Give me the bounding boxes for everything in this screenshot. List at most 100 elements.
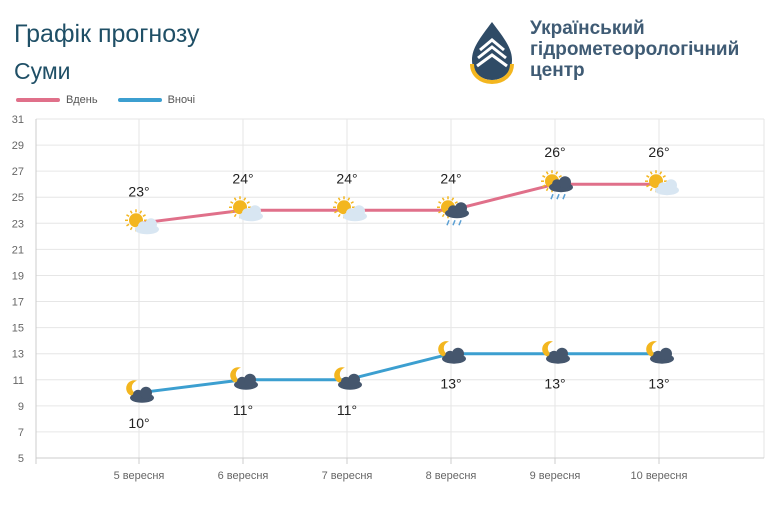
sun-ray — [545, 171, 549, 175]
sun-ray — [646, 175, 650, 178]
city-name: Суми — [14, 58, 71, 84]
cloud-puff — [140, 386, 152, 399]
moon-cloud-icon — [334, 367, 362, 390]
data-label: 26° — [648, 144, 669, 160]
sun-ray — [441, 213, 445, 218]
sun-ray — [350, 201, 354, 204]
sun-ray — [246, 201, 250, 204]
sun-ray — [347, 197, 351, 201]
sun-ray — [649, 187, 653, 192]
sun-ray — [337, 197, 341, 201]
y-tick-label: 31 — [12, 114, 24, 126]
y-tick-label: 7 — [18, 427, 24, 439]
moon-crescent — [542, 341, 556, 358]
legend-swatch-night — [117, 98, 162, 102]
sun-ray — [337, 213, 341, 218]
data-label: 11° — [337, 402, 357, 418]
sun-ray — [438, 201, 442, 204]
y-tick-label: 15 — [12, 323, 24, 335]
moon-crescent — [126, 380, 140, 397]
cloud-puff — [556, 347, 568, 360]
data-label: 11° — [233, 402, 253, 418]
sun-ray — [129, 226, 133, 231]
x-tick-label: 10 вересня — [631, 470, 688, 482]
data-label: 13° — [440, 376, 461, 392]
sun-ray — [451, 197, 455, 201]
sun-ray — [662, 175, 666, 178]
sun-ray — [649, 171, 653, 175]
sun-ray — [243, 197, 247, 201]
sun-ray — [334, 210, 338, 214]
cloud-puff — [559, 176, 571, 189]
sun-ray — [454, 201, 458, 204]
data-label: 24° — [336, 170, 357, 186]
y-tick-label: 5 — [18, 453, 24, 465]
y-tick-label: 11 — [13, 375, 24, 387]
sun-ray — [542, 184, 546, 188]
x-tick-label: 6 вересня — [218, 470, 269, 482]
moon-crescent — [646, 341, 660, 358]
hydromet-logo-icon — [470, 22, 514, 84]
org-line: Український — [530, 18, 645, 39]
rain-drop — [562, 193, 566, 200]
sun-ray — [230, 210, 234, 214]
sun-ray — [558, 175, 562, 178]
org-line: центр — [530, 60, 585, 81]
cloud-puff — [145, 218, 157, 231]
x-tick-label: 5 вересня — [114, 470, 165, 482]
legend-item-night[interactable]: Вночі — [117, 94, 195, 106]
data-label: 13° — [648, 376, 669, 392]
sun-ray — [233, 213, 237, 218]
moon-cloud-icon — [646, 341, 674, 364]
sun-ray — [438, 210, 442, 214]
series-line-day — [138, 182, 659, 225]
x-tick-label: 8 вересня — [426, 470, 477, 482]
y-tick-label: 9 — [18, 401, 24, 413]
data-label: 10° — [128, 415, 149, 431]
y-tick-label: 21 — [12, 244, 24, 256]
sun-rain-icon — [541, 170, 573, 200]
cloud-puff — [244, 373, 256, 386]
y-tick-label: 13 — [12, 349, 24, 361]
sun-cloud-icon — [333, 196, 367, 222]
cloud-puff — [249, 205, 261, 218]
data-label: 24° — [232, 170, 253, 186]
sun-ray — [233, 197, 237, 201]
sun-ray — [646, 184, 650, 188]
y-tick-label: 23 — [12, 218, 24, 230]
sun-cloud-icon — [645, 170, 679, 196]
sun-rain-icon — [437, 196, 469, 226]
sun-ray — [230, 201, 234, 204]
x-tick-label: 7 вересня — [322, 470, 373, 482]
moon-crescent — [230, 367, 244, 384]
legend-swatch-day — [16, 98, 60, 102]
sun-ray — [126, 223, 130, 227]
moon-crescent — [438, 341, 452, 358]
sun-ray — [139, 210, 143, 214]
sun-ray — [542, 175, 546, 178]
sun-ray — [142, 214, 146, 217]
data-label: 23° — [128, 183, 149, 199]
moon-cloud-icon — [438, 341, 466, 364]
cloud-puff — [348, 373, 360, 386]
x-tick-label: 9 вересня — [530, 470, 581, 482]
rain-drop — [446, 219, 450, 226]
series-line-night — [138, 352, 659, 395]
cloud-puff — [455, 202, 467, 215]
y-tick-label: 19 — [12, 270, 24, 282]
org-line: гідрометеорологічний — [530, 39, 740, 60]
organization-name: Український гідрометеорологічний центр — [530, 18, 770, 81]
legend-item-day[interactable]: Вдень — [16, 94, 98, 106]
y-tick-label: 17 — [12, 297, 24, 309]
moon-cloud-icon — [230, 367, 258, 390]
y-tick-label: 27 — [12, 166, 24, 178]
moon-crescent — [334, 367, 348, 384]
cloud-puff — [665, 179, 677, 192]
cloud-puff — [353, 205, 365, 218]
sun-ray — [126, 214, 130, 217]
y-tick-label: 29 — [12, 140, 24, 152]
moon-cloud-icon — [542, 341, 570, 364]
cloud-puff — [452, 347, 464, 360]
chart-legend: Вдень Вночі — [16, 94, 215, 106]
